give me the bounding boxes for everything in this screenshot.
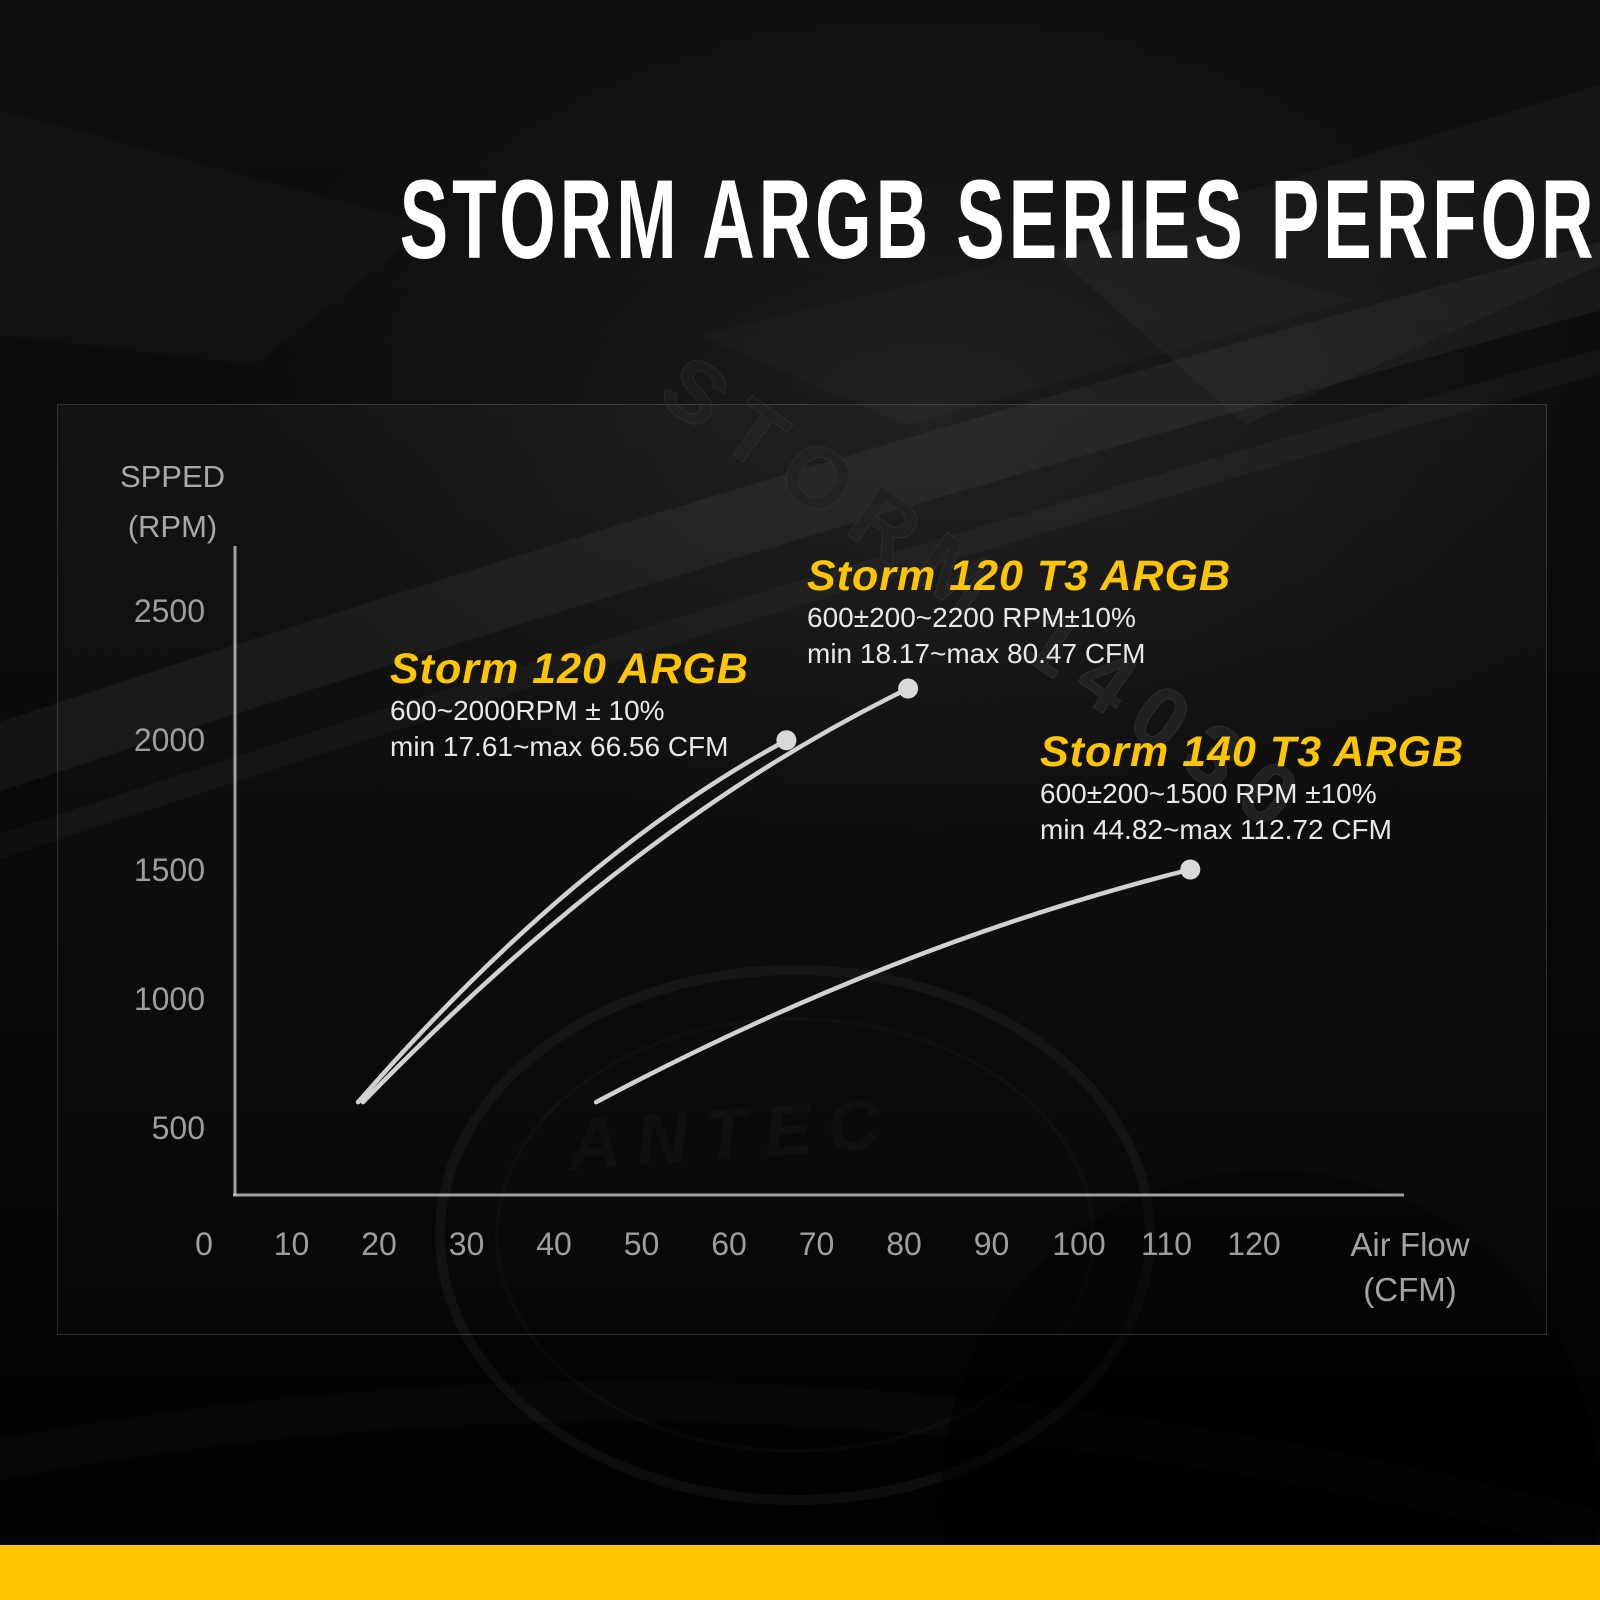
series-annotation-storm-120-t3-argb: Storm 120 T3 ARGB 600±200~2200 RPM±10% min… — [807, 552, 1231, 672]
y-axis-title-line2: (RPM) — [127, 509, 218, 544]
endpoint-dot-storm-120-argb — [776, 730, 797, 751]
x-tick-110: 110 — [1140, 1226, 1192, 1262]
series-cfm-spec-storm-120-argb: min 17.61~max 66.56 CFM — [390, 731, 729, 762]
curve-storm-140-t3-argb — [593, 867, 1193, 1105]
curve-storm-120-argb — [355, 738, 789, 1105]
shadow-blob — [940, 1170, 1600, 1600]
series-rpm-spec-storm-140-t3-argb: 600±200~1500 RPM ±10% — [1040, 778, 1377, 809]
x-axis-title-line2: (CFM) — [1363, 1271, 1457, 1308]
x-tick-50: 50 — [623, 1226, 660, 1262]
series-annotation-storm-120-argb: Storm 120 ARGB 600~2000RPM ± 10% min 17.61… — [390, 645, 749, 765]
y-axis-title-line1: SPPED — [119, 459, 226, 494]
x-tick-40: 40 — [536, 1226, 572, 1262]
brand-accent-bar — [0, 1545, 1600, 1600]
x-tick-10: 10 — [273, 1226, 310, 1262]
page-title: STORM ARGB SERIES PERFORMANCE — [399, 157, 1600, 282]
x-tick-60: 60 — [711, 1226, 747, 1262]
x-tick-0: 0 — [195, 1226, 213, 1262]
x-tick-70: 70 — [798, 1226, 835, 1262]
series-name-storm-120-t3-argb: Storm 120 T3 ARGB — [807, 552, 1232, 600]
curve-storm-120-t3-argb — [360, 686, 911, 1105]
x-axis-title-line1: Air Flow — [1350, 1226, 1470, 1263]
endpoint-dot-storm-140-t3-argb — [1180, 859, 1201, 880]
y-tick-500: 500 — [151, 1110, 205, 1146]
y-tick-2000: 2000 — [133, 722, 205, 759]
x-axis-title: Air Flow (CFM) — [1325, 1222, 1495, 1312]
y-tick-1500: 1500 — [133, 851, 205, 888]
fan-ring — [435, 965, 1155, 1505]
blade-streak — [0, 242, 1600, 792]
y-tick-1000: 1000 — [133, 980, 205, 1017]
series-rpm-spec-storm-120-t3-argb: 600±200~2200 RPM±10% — [807, 602, 1136, 633]
chart-panel — [57, 404, 1547, 1335]
series-name-storm-120-argb: Storm 120 ARGB — [390, 645, 749, 693]
endpoint-dot-storm-120-t3-argb — [898, 678, 919, 699]
x-tick-100: 100 — [1052, 1226, 1106, 1262]
series-name-storm-140-t3-argb: Storm 140 T3 ARGB — [1040, 728, 1465, 776]
x-tick-120: 120 — [1227, 1226, 1281, 1262]
y-axis-title: SPPED (RPM) — [110, 452, 235, 552]
series-annotation-storm-140-t3-argb: Storm 140 T3 ARGB 600±200~1500 RPM ±10% mi… — [1040, 728, 1464, 848]
curves-group — [355, 678, 1201, 1105]
series-rpm-spec-storm-120-argb: 600~2000RPM ± 10% — [390, 695, 665, 726]
series-cfm-spec-storm-140-t3-argb: min 44.82~max 112.72 CFM — [1040, 814, 1392, 845]
x-tick-80: 80 — [886, 1226, 922, 1262]
series-cfm-spec-storm-120-t3-argb: min 18.17~max 80.47 CFM — [807, 638, 1146, 669]
y-tick-2500: 2500 — [133, 593, 205, 629]
x-tick-30: 30 — [448, 1226, 485, 1262]
x-tick-20: 20 — [361, 1226, 397, 1262]
x-tick-90: 90 — [973, 1226, 1010, 1262]
